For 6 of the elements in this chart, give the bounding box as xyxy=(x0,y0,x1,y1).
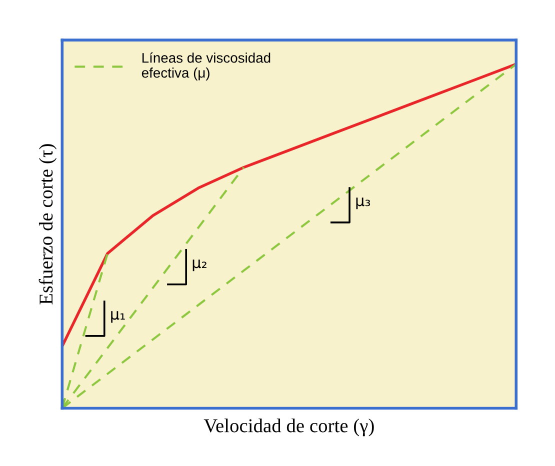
legend-label: Líneas de viscosidad efectiva (μ) xyxy=(142,52,270,80)
y-axis-title: Esfuerzo de corte (τ) xyxy=(38,144,57,304)
x-axis-title: Velocidad de corte (γ) xyxy=(204,418,374,436)
annotation: μ₁ xyxy=(111,311,125,323)
annotation: μ₃ xyxy=(356,198,370,210)
annotation: μ₂ xyxy=(192,260,206,272)
